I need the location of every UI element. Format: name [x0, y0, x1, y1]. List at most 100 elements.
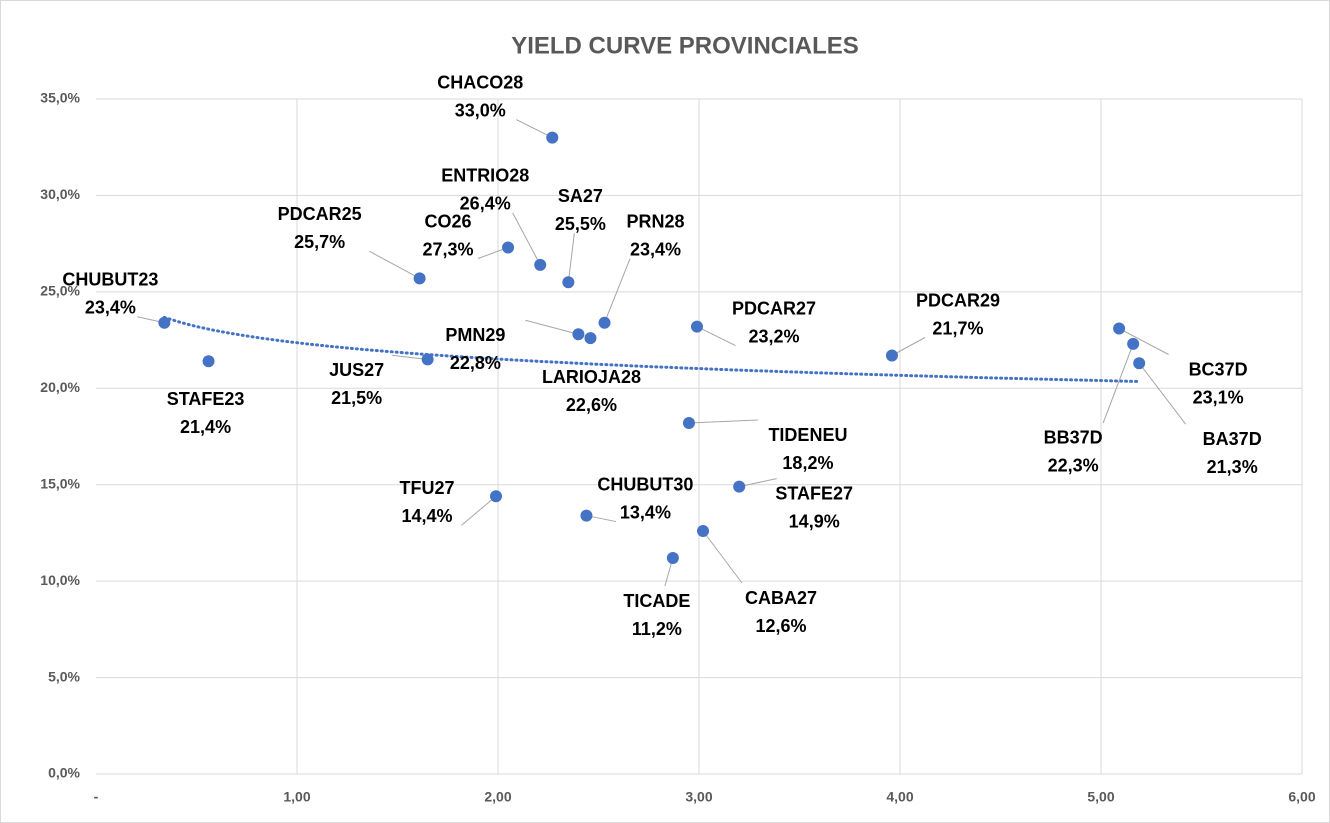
data-label: 12,6% — [755, 616, 806, 636]
point — [546, 131, 559, 144]
point-name: TICADE — [623, 591, 690, 611]
point — [1113, 322, 1126, 335]
point — [1127, 337, 1140, 350]
point-name: CO26 — [425, 211, 472, 231]
leader-line — [516, 119, 553, 139]
point — [666, 552, 679, 564]
data-label: 21,5% — [331, 388, 382, 408]
leader-line — [525, 319, 579, 335]
leader-line — [739, 478, 777, 488]
point-name: PDCAR25 — [278, 204, 362, 224]
point-name: TIDENEU — [768, 425, 847, 445]
leader-line — [1138, 362, 1187, 425]
point — [682, 417, 695, 429]
leader-line — [1118, 328, 1169, 355]
point-name: SA27 — [558, 186, 603, 206]
point-name: CHUBUT30 — [597, 474, 693, 494]
point — [733, 480, 746, 493]
x-tick-label: 4,00 — [886, 789, 913, 805]
point-name: BB37D — [1044, 428, 1103, 448]
data-label: 33,0% — [455, 100, 506, 120]
leader-line — [461, 495, 497, 526]
point — [690, 320, 703, 333]
data-label: 13,4% — [620, 502, 671, 522]
point — [1133, 357, 1146, 370]
data-label: 27,3% — [423, 239, 474, 259]
point-name: ENTRIO28 — [441, 166, 529, 186]
y-tick-label: 35,0% — [40, 90, 80, 106]
y-tick-label: 20,0% — [40, 379, 80, 395]
x-tick-label: - — [94, 789, 99, 805]
data-label: 11,2% — [632, 619, 682, 639]
point-name: JUS27 — [329, 360, 384, 380]
point-name: CHUBUT23 — [62, 269, 158, 289]
point-name: TFU27 — [399, 478, 454, 498]
chart-title: YIELD CURVE PROVINCIALES — [511, 32, 859, 59]
data-label: 21,4% — [180, 417, 231, 437]
point-name: BA37D — [1203, 429, 1262, 449]
data-label: 23,2% — [748, 326, 799, 346]
data-label: 25,7% — [294, 232, 345, 252]
point-name: STAFE27 — [775, 483, 853, 503]
data-label: 26,4% — [460, 194, 511, 214]
point — [572, 328, 585, 341]
point-name: CHACO28 — [437, 72, 523, 92]
leader-line — [1102, 343, 1134, 424]
point — [413, 272, 426, 285]
data-label: 22,3% — [1048, 456, 1099, 476]
leader-line — [891, 337, 926, 356]
point — [502, 241, 515, 254]
x-tick-label: 1,00 — [283, 789, 310, 805]
data-label: 23,1% — [1193, 387, 1244, 407]
y-tick-label: 10,0% — [40, 572, 80, 588]
point — [421, 353, 434, 366]
data-label: 25,5% — [555, 214, 606, 234]
x-tick-label: 5,00 — [1087, 789, 1114, 805]
point — [598, 316, 611, 329]
leader-line — [696, 326, 736, 347]
point-name: BC37D — [1189, 359, 1248, 379]
point — [562, 276, 575, 289]
point — [697, 525, 710, 537]
data-label: 14,9% — [789, 511, 840, 531]
data-label: 23,4% — [85, 297, 136, 317]
point — [158, 316, 171, 329]
point-name: PDCAR29 — [916, 290, 1000, 310]
x-tick-label: 6,00 — [1288, 789, 1315, 805]
point — [534, 258, 547, 271]
y-tick-label: 0,0% — [48, 765, 80, 781]
leader-line — [369, 250, 420, 279]
point — [580, 509, 593, 522]
leader-line — [512, 212, 541, 266]
point-name: PMN29 — [445, 325, 505, 345]
trendline — [162, 315, 1141, 383]
x-tick-label: 2,00 — [484, 789, 511, 805]
x-tick-label: 3,00 — [685, 789, 712, 805]
data-label: 18,2% — [782, 453, 833, 473]
point — [584, 332, 597, 345]
y-tick-label: 15,0% — [40, 475, 80, 491]
data-label: 22,6% — [566, 395, 617, 415]
point-name: STAFE23 — [167, 389, 245, 409]
point — [202, 355, 215, 368]
point-name: PDCAR27 — [732, 298, 816, 318]
point — [885, 349, 898, 362]
point-name: LARIOJA28 — [542, 367, 641, 387]
data-label: 21,7% — [932, 318, 983, 338]
data-label: 22,8% — [450, 353, 501, 373]
point-name: CABA27 — [745, 588, 817, 608]
data-label: 21,3% — [1207, 457, 1258, 477]
leader-line — [567, 233, 575, 283]
point — [489, 490, 502, 503]
leader-line — [702, 530, 743, 584]
point-name: PRN28 — [627, 211, 685, 231]
leader-line — [604, 258, 631, 323]
y-tick-label: 30,0% — [40, 186, 80, 202]
leader-line — [688, 419, 758, 424]
data-label: 14,4% — [401, 506, 452, 526]
data-label: 23,4% — [630, 239, 681, 259]
y-tick-label: 5,0% — [48, 668, 80, 684]
y-tick-label: 25,0% — [40, 283, 80, 299]
